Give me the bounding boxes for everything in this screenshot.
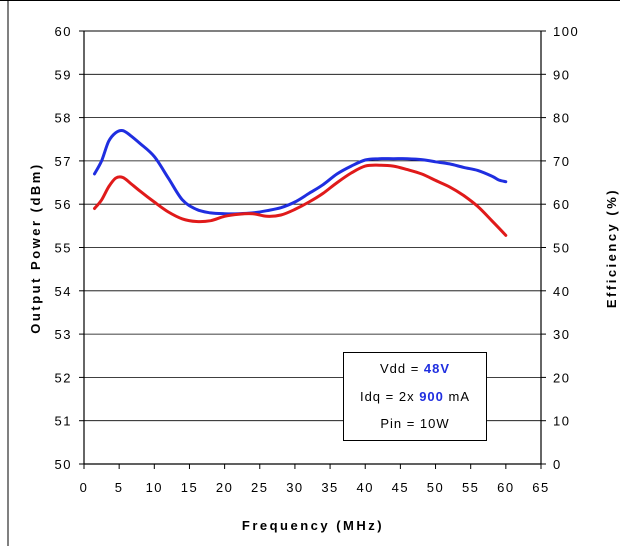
- y-tick-label-59: 59: [55, 67, 72, 82]
- y-tick-label-58: 58: [55, 111, 72, 126]
- x-tick-label-0: 0: [80, 480, 89, 495]
- y-tick-label-60: 60: [55, 24, 72, 39]
- x-tick-label-60: 60: [497, 480, 514, 495]
- y-tick-label-57: 57: [55, 154, 72, 169]
- y2-tick-label-40: 40: [553, 284, 570, 299]
- y2-tick-label-70: 70: [553, 154, 570, 169]
- x-tick-label-30: 30: [286, 480, 303, 495]
- y-tick-label-56: 56: [55, 197, 72, 212]
- x-tick-label-55: 55: [462, 480, 479, 495]
- series-line-1: [93, 129, 508, 216]
- y2-tick-label-20: 20: [553, 370, 570, 385]
- x-tick-label-25: 25: [251, 480, 268, 495]
- vdd-prefix: Vdd =: [379, 361, 424, 376]
- x-tick-label-65: 65: [532, 480, 549, 495]
- vdd-line: Vdd = 48V: [344, 360, 486, 378]
- y-tick-label-54: 54: [55, 284, 72, 299]
- pin-line: Pin = 10W: [380, 416, 450, 431]
- y-tick-label-53: 53: [55, 327, 72, 342]
- y2-tick-label-10: 10: [553, 414, 570, 429]
- idq-suffix: mA: [443, 389, 471, 404]
- x-tick-label-35: 35: [321, 480, 338, 495]
- y-tick-label-50: 50: [55, 457, 72, 472]
- x-tick-label-10: 10: [146, 480, 163, 495]
- data-series: [93, 129, 508, 237]
- y2-tick-label-0: 0: [553, 457, 562, 472]
- x-tick-label-20: 20: [216, 480, 233, 495]
- y2-axis-title: Efficiency (%): [604, 188, 619, 308]
- y2-tick-label-50: 50: [553, 241, 570, 256]
- y2-tick-label-90: 90: [553, 67, 570, 82]
- y2-tick-label-30: 30: [553, 327, 570, 342]
- y2-tick-label-60: 60: [553, 197, 570, 212]
- y-tick-label-55: 55: [55, 241, 72, 256]
- x-axis-title: Frequency (MHz): [242, 518, 384, 533]
- y-tick-label-51: 51: [55, 414, 72, 429]
- tick-labels: 5051525354555657585960010203040506070809…: [55, 24, 579, 495]
- x-tick-label-15: 15: [181, 480, 198, 495]
- idq-line: Idq = 2x 900 mA: [344, 388, 486, 406]
- conditions-annotation: Vdd = 48V Idq = 2x 900 mA Pin = 10W: [343, 352, 487, 441]
- vdd-value: 48V: [423, 361, 451, 376]
- y2-tick-label-100: 100: [553, 24, 579, 39]
- idq-prefix: Idq = 2x: [359, 389, 420, 404]
- y2-tick-label-80: 80: [553, 111, 570, 126]
- x-tick-label-5: 5: [115, 480, 124, 495]
- series-line-2: [93, 163, 508, 237]
- x-tick-label-45: 45: [392, 480, 409, 495]
- gridlines: [84, 73, 541, 422]
- x-tick-label-40: 40: [356, 480, 373, 495]
- idq-value: 900: [419, 389, 444, 404]
- x-tick-label-50: 50: [427, 480, 444, 495]
- axes: [79, 30, 546, 469]
- y-axis-title: Output Power (dBm): [28, 162, 43, 333]
- y-tick-label-52: 52: [55, 370, 72, 385]
